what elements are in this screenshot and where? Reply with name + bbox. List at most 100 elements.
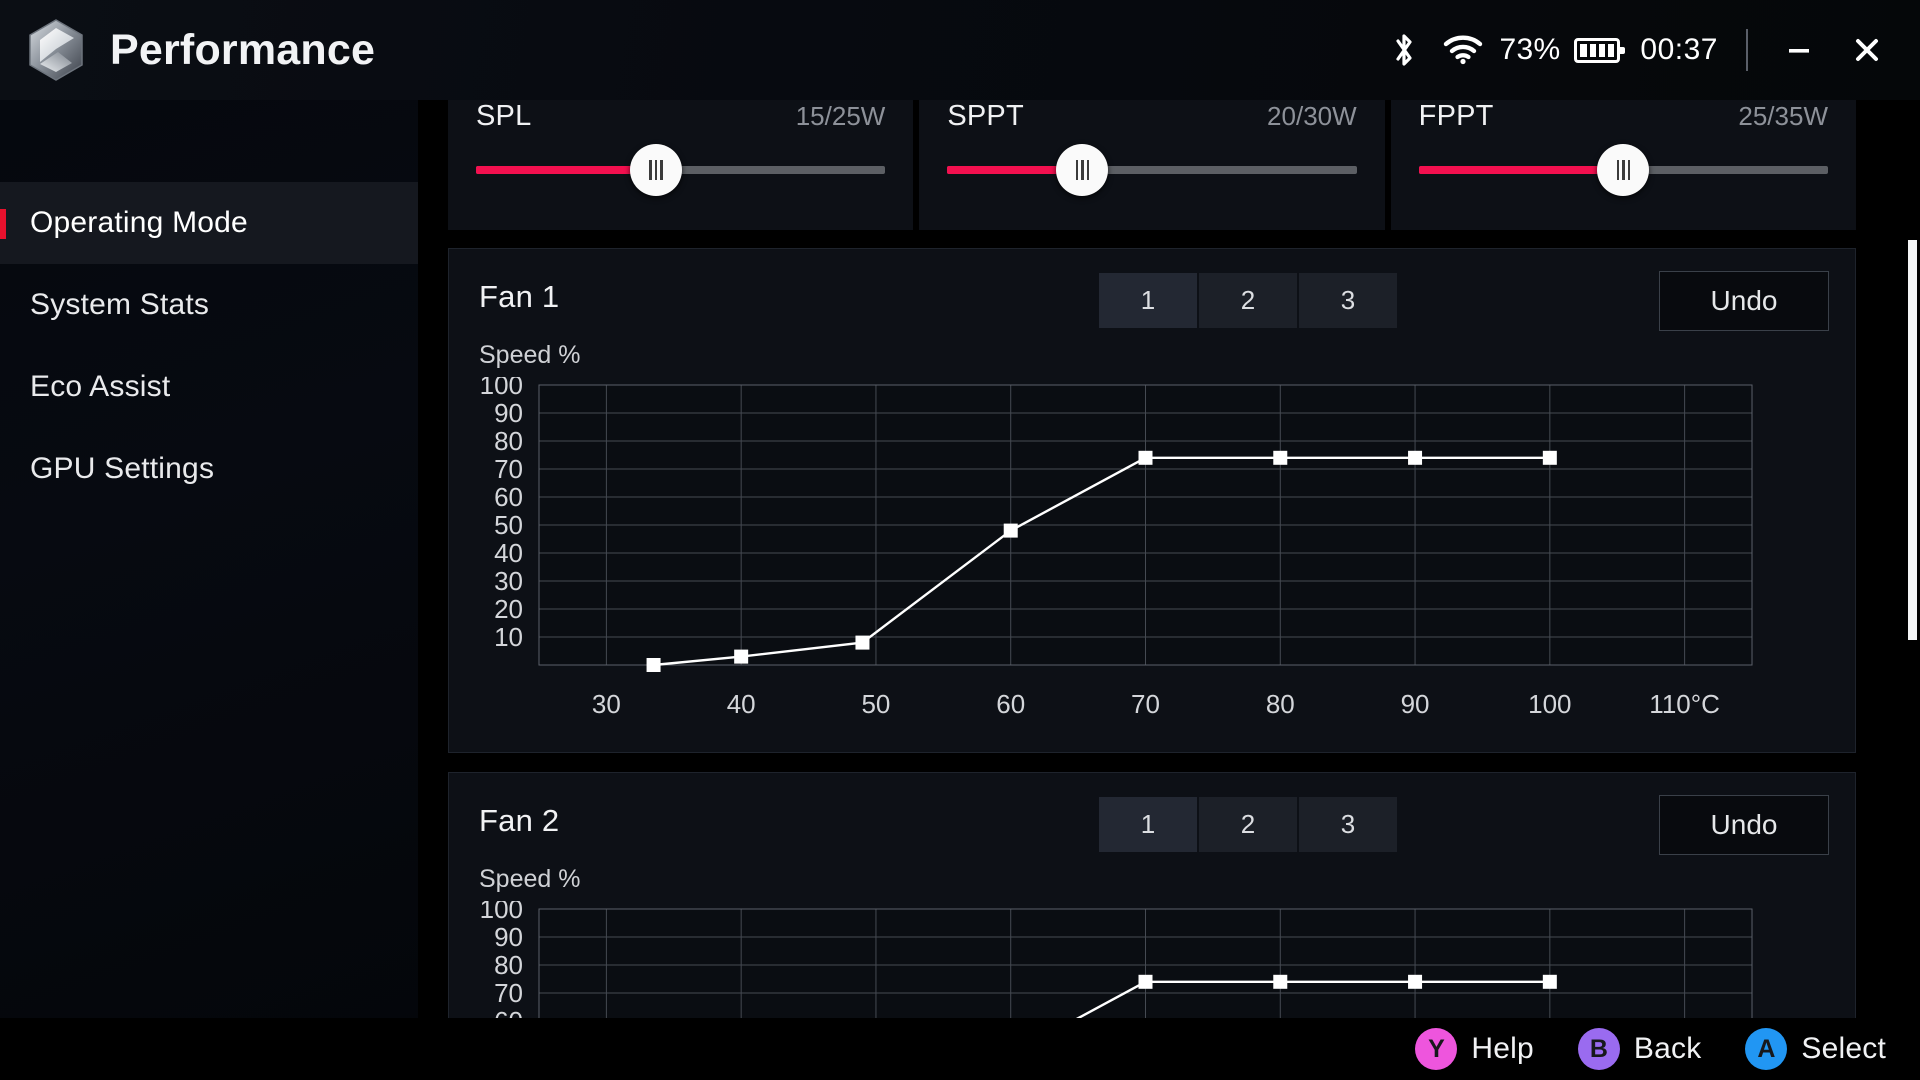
power-card-header: FPPT 25/35W <box>1419 100 1828 133</box>
svg-text:30: 30 <box>592 689 621 719</box>
fppt-slider-thumb[interactable] <box>1597 144 1650 196</box>
sidebar-nav: Operating Mode System Stats Eco Assist G… <box>0 100 418 1080</box>
svg-text:90: 90 <box>1401 689 1430 719</box>
svg-text:40: 40 <box>494 538 523 568</box>
hexagon-crystal-logo-icon <box>28 19 84 81</box>
svg-text:50: 50 <box>494 510 523 540</box>
gamepad-hint-bar: Y Help B Back A Select <box>0 1018 1920 1080</box>
svg-text:50: 50 <box>861 689 890 719</box>
sidebar-item-eco-assist[interactable]: Eco Assist <box>0 346 418 428</box>
svg-text:100: 100 <box>480 377 523 400</box>
sppt-slider-fill <box>947 166 1083 174</box>
svg-text:80: 80 <box>494 950 523 980</box>
svg-text:60: 60 <box>494 482 523 512</box>
spl-slider-track[interactable] <box>476 144 886 196</box>
fppt-slider-fill <box>1418 166 1624 174</box>
sidebar-item-system-stats[interactable]: System Stats <box>0 264 418 346</box>
vertical-scrollbar[interactable] <box>1904 100 1920 1018</box>
svg-text:110°C: 110°C <box>1649 689 1720 719</box>
fan-curve-card-1: Fan 1 1 2 3 Undo Speed % 10 20 30 40 50 60 70 8… <box>448 248 1856 753</box>
fan-curve-card-2: Fan 2 1 2 3 Undo Speed % 102030405060708… <box>448 772 1856 1018</box>
svg-text:90: 90 <box>494 398 523 428</box>
power-card-header: SPL 15/25W <box>476 100 885 133</box>
undo-button[interactable]: Undo <box>1659 271 1829 331</box>
hint-select[interactable]: A Select <box>1745 1028 1886 1070</box>
y-axis-caption: Speed % <box>479 341 581 369</box>
bluetooth-icon <box>1383 32 1425 68</box>
undo-button[interactable]: Undo <box>1659 795 1829 855</box>
sppt-slider-track[interactable] <box>947 144 1357 196</box>
sppt-slider-thumb[interactable] <box>1056 144 1109 196</box>
clock-label: 00:37 <box>1640 33 1718 66</box>
fppt-slider-track[interactable] <box>1418 144 1828 196</box>
app-title: Performance <box>110 25 376 74</box>
fan-preset-button-2[interactable]: 2 <box>1199 797 1297 852</box>
fan-curve-plot[interactable]: 1020304050607080901003040506070809010011… <box>449 901 1857 1018</box>
svg-text:70: 70 <box>494 454 523 484</box>
svg-text:60: 60 <box>494 1006 523 1018</box>
hint-label: Select <box>1801 1032 1886 1065</box>
svg-text:100: 100 <box>1528 689 1571 719</box>
battery-percent-label: 73% <box>1499 33 1561 66</box>
sidebar-item-label: Operating Mode <box>30 206 248 239</box>
wifi-icon <box>1441 35 1485 65</box>
svg-text:60: 60 <box>996 689 1025 719</box>
scrollbar-thumb[interactable] <box>1908 240 1917 640</box>
svg-text:90: 90 <box>494 922 523 952</box>
fan-title: Fan 2 <box>479 803 560 838</box>
svg-text:10: 10 <box>494 622 523 652</box>
power-limit-row: SPL 15/25W SPPT 20/30W <box>448 100 1856 230</box>
button-b-icon: B <box>1577 1028 1620 1070</box>
hint-label: Help <box>1471 1032 1534 1065</box>
button-a-icon: A <box>1745 1028 1788 1070</box>
fan-preset-button-2[interactable]: 2 <box>1199 273 1297 328</box>
power-card-value: 20/30W <box>1267 101 1357 131</box>
titlebar-divider <box>1746 29 1748 71</box>
battery-icon <box>1574 37 1626 63</box>
button-y-icon: Y <box>1415 1028 1458 1070</box>
power-card-name: SPPT <box>947 100 1024 132</box>
fan-title: Fan 1 <box>479 279 560 314</box>
power-card-value: 25/35W <box>1738 101 1828 131</box>
svg-text:80: 80 <box>1266 689 1295 719</box>
power-card-header: SPPT 20/30W <box>947 100 1356 133</box>
hint-back[interactable]: B Back <box>1577 1028 1702 1070</box>
fan-preset-group: 1 2 3 <box>1099 273 1397 328</box>
fan-card-header: Fan 2 1 2 3 Undo <box>449 773 1855 865</box>
power-card-name: FPPT <box>1418 100 1494 132</box>
power-card-name: SPL <box>476 100 532 132</box>
fan-preset-button-1[interactable]: 1 <box>1099 273 1197 328</box>
svg-text:20: 20 <box>494 594 523 624</box>
hint-label: Back <box>1633 1032 1702 1065</box>
status-bar: 73% 00:37 <box>1383 23 1894 77</box>
power-card-sppt: SPPT 20/30W <box>919 100 1385 230</box>
sidebar-item-label: GPU Settings <box>30 452 215 485</box>
svg-text:80: 80 <box>494 426 523 456</box>
fan-preset-button-3[interactable]: 3 <box>1299 273 1397 328</box>
app-brand: Performance <box>28 19 375 81</box>
power-card-fppt: FPPT 25/35W <box>1390 100 1856 230</box>
sidebar-item-operating-mode[interactable]: Operating Mode <box>0 182 418 264</box>
fan-card-header: Fan 1 1 2 3 Undo <box>449 249 1855 341</box>
fan-preset-button-3[interactable]: 3 <box>1299 797 1397 852</box>
svg-text:30: 30 <box>494 566 523 596</box>
close-icon[interactable] <box>1840 23 1894 77</box>
fan-preset-button-1[interactable]: 1 <box>1099 797 1197 852</box>
title-bar: Performance 73% <box>0 0 1920 100</box>
sidebar-item-gpu-settings[interactable]: GPU Settings <box>0 428 418 510</box>
sidebar-item-label: Eco Assist <box>30 370 171 403</box>
sidebar-item-label: System Stats <box>30 288 210 321</box>
svg-text:70: 70 <box>494 978 523 1008</box>
power-card-spl: SPL 15/25W <box>448 100 914 230</box>
fan-preset-group: 1 2 3 <box>1099 797 1397 852</box>
main-content: SPL 15/25W SPPT 20/30W <box>418 100 1920 1018</box>
svg-text:40: 40 <box>727 689 756 719</box>
y-axis-caption: Speed % <box>479 865 581 893</box>
minimize-icon[interactable] <box>1772 23 1826 77</box>
svg-text:100: 100 <box>480 901 523 924</box>
hint-help[interactable]: Y Help <box>1415 1028 1534 1070</box>
spl-slider-thumb[interactable] <box>630 144 683 196</box>
power-card-value: 15/25W <box>795 101 886 131</box>
